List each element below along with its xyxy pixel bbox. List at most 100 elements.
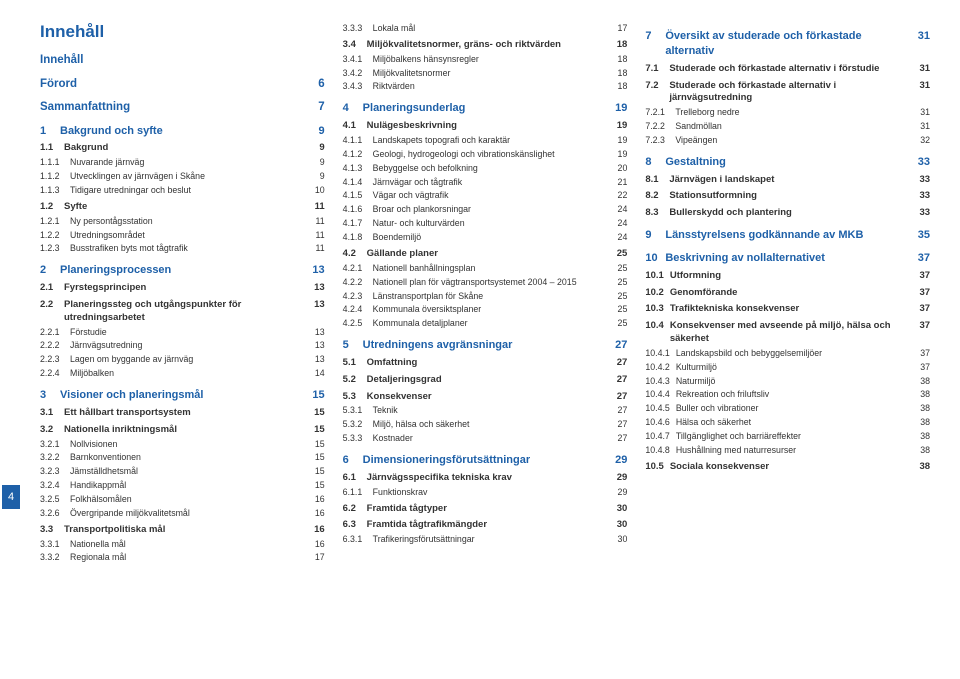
toc-entry-page: 38	[916, 376, 930, 388]
toc-entry-label: Kommunala detaljplaner	[373, 318, 608, 330]
toc-entry-number: 3.3.1	[40, 539, 64, 551]
toc-entry-number: 10.1	[645, 270, 664, 283]
toc-entry-page: 30	[613, 519, 627, 532]
toc-entry-number: 8	[645, 155, 659, 170]
toc-entry-number: 4.2.4	[343, 304, 367, 316]
toc-entry-label: Utredningsområdet	[70, 230, 305, 242]
toc-entry-page: 25	[613, 277, 627, 289]
toc-entry-label: Ny persontågsstation	[70, 216, 305, 228]
toc-container: Innehåll InnehållFörord6Sammanfattning71…	[0, 0, 960, 575]
toc-entry-number: 2.1	[40, 282, 58, 295]
toc-entry: Innehåll	[40, 52, 325, 70]
toc-entry: 7.2Studerade och förkastade alternativ i…	[645, 79, 930, 107]
toc-entry: Förord6	[40, 76, 325, 94]
toc-entry-label: Transportpolitiska mål	[64, 524, 305, 537]
toc-entry-page: 27	[613, 374, 627, 387]
toc-entry-label: Dimensioneringsförutsättningar	[363, 453, 608, 468]
toc-entry-number: 7.2	[645, 80, 663, 93]
toc-entry-number: 6.1.1	[343, 487, 367, 499]
toc-entry-page: 21	[613, 177, 627, 189]
toc-entry-number: 4.2.2	[343, 277, 367, 289]
toc-entry-number: 1.2.3	[40, 243, 64, 255]
toc-entry-page: 37	[916, 320, 930, 333]
toc-entry-page: 16	[311, 494, 325, 506]
toc-entry: 10.1Utformning37	[645, 269, 930, 284]
toc-entry: 7.1Studerade och förkastade alternativ i…	[645, 62, 930, 77]
toc-entry-number: 10.4.3	[645, 376, 669, 388]
toc-entry-page: 13	[311, 354, 325, 366]
toc-entry-number: 3.1	[40, 407, 58, 420]
toc-entry-page: 18	[613, 39, 627, 52]
toc-entry-label: Förstudie	[70, 327, 305, 339]
toc-entry-number: 3	[40, 388, 54, 403]
toc-entry-number: 3.2	[40, 424, 58, 437]
toc-entry-number: 3.2.3	[40, 466, 64, 478]
toc-entry-number: 5.3	[343, 391, 361, 404]
toc-entry-number: 8.3	[645, 207, 663, 220]
toc-entry-page: 31	[916, 121, 930, 133]
toc-entry-label: Naturmiljö	[676, 376, 910, 388]
toc-column-3: 7Översikt av studerade och förkastade al…	[645, 22, 930, 565]
toc-entry: 2Planeringsprocessen13	[40, 262, 325, 279]
toc-entry-label: Sandmöllan	[675, 121, 910, 133]
toc-entry-label: Hushållning med naturresurser	[676, 445, 910, 457]
toc-entry-number: 5.3.2	[343, 419, 367, 431]
toc-entry: 2.2Planeringssteg och utgångspunkter för…	[40, 298, 325, 326]
toc-entry-label: Tidigare utredningar och beslut	[70, 185, 305, 197]
toc-entry-page: 25	[613, 248, 627, 261]
toc-entry: 5.3.2Miljö, hälsa och säkerhet27	[343, 418, 628, 432]
toc-entry-page: 25	[613, 318, 627, 330]
toc-entry-page: 37	[916, 287, 930, 300]
toc-entry-label: Konsekvenser	[367, 391, 608, 404]
toc-entry-number: 10.5	[645, 461, 664, 474]
toc-entry-number: 4.1	[343, 120, 361, 133]
toc-entry: 3.2.3Jämställdhetsmål15	[40, 465, 325, 479]
toc-entry-page: 19	[613, 120, 627, 133]
toc-entry-number: 1.2.1	[40, 216, 64, 228]
toc-entry-label: Natur- och kulturvärden	[373, 218, 608, 230]
toc-entry-label: Syfte	[64, 201, 305, 214]
toc-entry-page: 30	[613, 534, 627, 546]
toc-entry-number: 10	[645, 251, 659, 266]
toc-entry: 4.2.2Nationell plan för vägtransportsyst…	[343, 276, 628, 290]
toc-entry-label: Trafiktekniska konsekvenser	[670, 303, 910, 316]
toc-entry: 4.2.3Länstransportplan för Skåne25	[343, 290, 628, 304]
toc-entry-label: Gestaltning	[665, 155, 910, 170]
toc-entry-label: Trelleborg nedre	[675, 107, 910, 119]
toc-entry-number: 4.2	[343, 248, 361, 261]
toc-entry-page: 18	[613, 81, 627, 93]
toc-entry-number: 6	[343, 453, 357, 468]
toc-entry-page: 24	[613, 218, 627, 230]
toc-entry-number: 10.4.5	[645, 403, 669, 415]
toc-entry-page: 38	[916, 461, 930, 474]
toc-entry-page: 15	[311, 424, 325, 437]
toc-entry-label: Lokala mål	[373, 23, 608, 35]
toc-entry-label: Utformning	[670, 270, 910, 283]
toc-entry-page: 37	[916, 303, 930, 316]
toc-entry: 3.3.1Nationella mål16	[40, 538, 325, 552]
toc-entry-page: 19	[613, 101, 627, 116]
toc-entry-number: 6.3	[343, 519, 361, 532]
toc-entry: 4.1.7Natur- och kulturvärden24	[343, 217, 628, 231]
toc-entry-number: 1.1	[40, 142, 58, 155]
toc-entry-page: 33	[916, 174, 930, 187]
toc-entry-number: 7.2.3	[645, 135, 669, 147]
toc-entry-page: 15	[311, 466, 325, 478]
toc-entry: 3.4.2Miljökvalitetsnormer18	[343, 67, 628, 81]
toc-entry-number: 1.1.3	[40, 185, 64, 197]
toc-entry-number: 3.2.5	[40, 494, 64, 506]
toc-entry: 10.4.1Landskapsbild och bebyggelsemiljöe…	[645, 347, 930, 361]
toc-entry-label: Broar och plankorsningar	[373, 204, 608, 216]
toc-entry: 2.2.2Järnvägsutredning13	[40, 339, 325, 353]
toc-entry-page: 25	[613, 291, 627, 303]
toc-entry: 10.4.3 Naturmiljö 38	[645, 375, 930, 389]
toc-entry: 10.4.2Kulturmiljö37	[645, 361, 930, 375]
toc-title: Innehåll	[40, 22, 325, 42]
toc-entry-label: Miljöbalkens hänsynsregler	[373, 54, 608, 66]
toc-entry: 2.2.3Lagen om byggande av järnväg13	[40, 353, 325, 367]
toc-entry: 3.4.3Riktvärden18	[343, 80, 628, 94]
toc-entry: 10.4.4Rekreation och friluftsliv38	[645, 388, 930, 402]
toc-entry-number: 10.3	[645, 303, 664, 316]
toc-entry-page: 37	[916, 362, 930, 374]
toc-entry: 6.1Järnvägsspecifika tekniska krav29	[343, 471, 628, 486]
